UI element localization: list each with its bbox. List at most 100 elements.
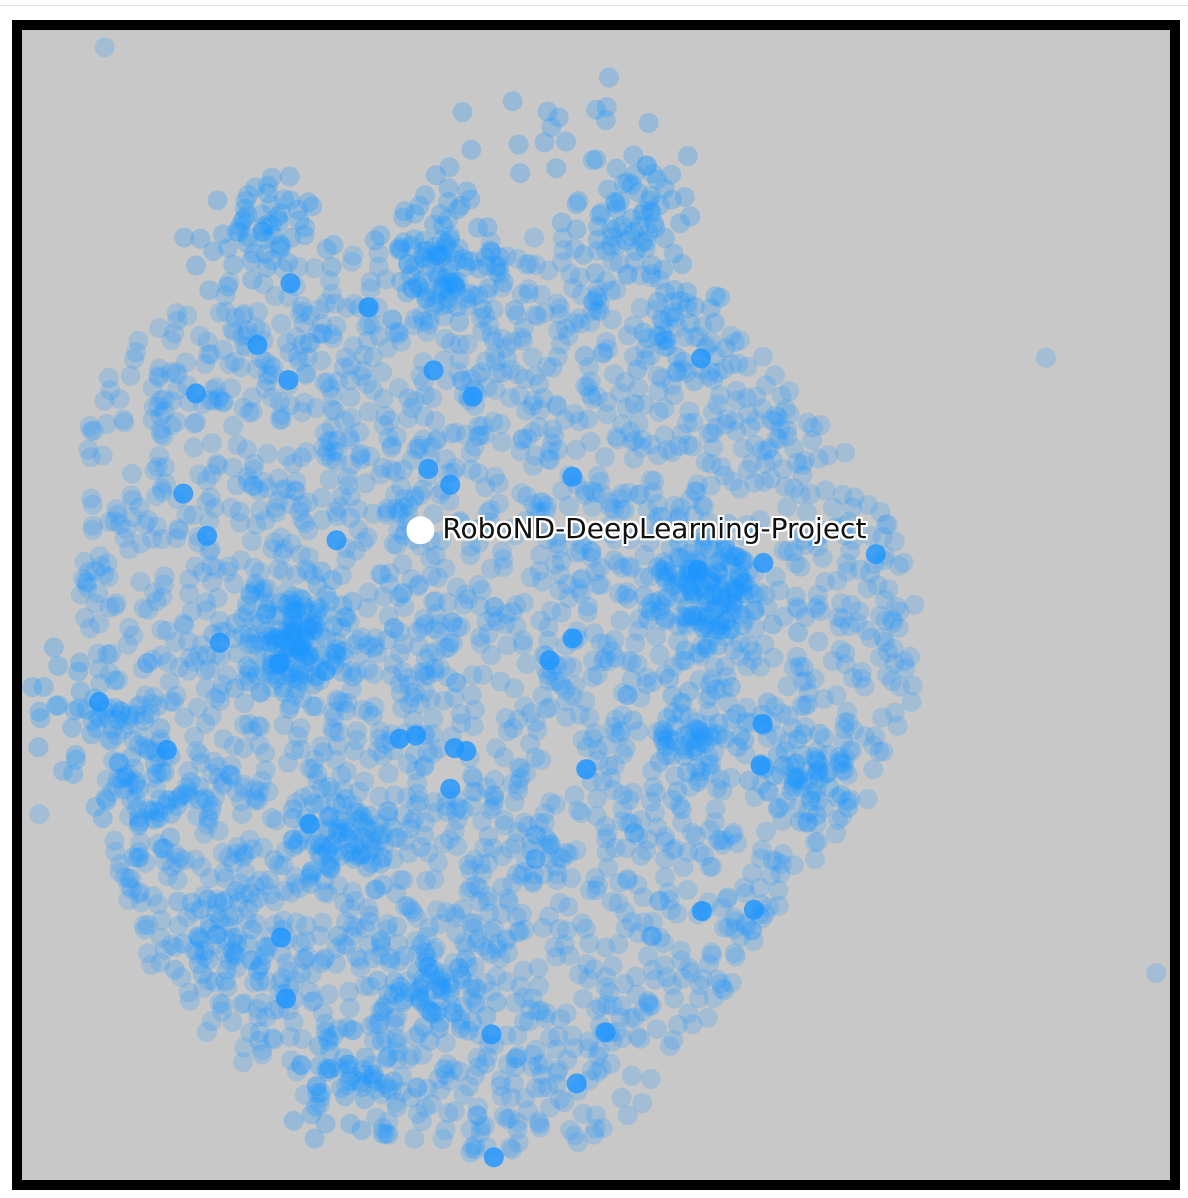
data-point[interactable] — [404, 744, 425, 765]
data-point[interactable] — [108, 670, 129, 691]
data-point[interactable] — [186, 741, 207, 761]
data-point[interactable] — [235, 844, 256, 865]
data-point[interactable] — [544, 554, 565, 575]
data-point[interactable] — [647, 591, 668, 612]
data-point[interactable] — [505, 833, 526, 854]
data-point[interactable] — [185, 556, 206, 577]
cluster-point[interactable] — [628, 182, 649, 203]
data-point[interactable] — [688, 988, 709, 1009]
cluster-point[interactable] — [160, 827, 181, 848]
data-point[interactable] — [359, 314, 380, 335]
data-point[interactable] — [308, 657, 329, 678]
data-point[interactable] — [119, 868, 140, 889]
data-point[interactable] — [755, 453, 776, 474]
data-point[interactable] — [576, 737, 597, 758]
data-point[interactable] — [327, 644, 348, 665]
data-point[interactable] — [569, 267, 590, 288]
data-point[interactable] — [628, 620, 649, 641]
cluster-point[interactable] — [321, 256, 342, 277]
data-point[interactable] — [273, 855, 294, 876]
data-point[interactable] — [444, 738, 465, 759]
data-point[interactable] — [777, 496, 798, 517]
data-point[interactable] — [188, 645, 209, 665]
cluster-point[interactable] — [800, 790, 821, 811]
data-point[interactable] — [768, 429, 789, 450]
data-point[interactable] — [272, 968, 293, 989]
data-point[interactable] — [105, 841, 126, 862]
data-point[interactable] — [364, 838, 385, 859]
data-point[interactable] — [579, 707, 600, 728]
data-point[interactable] — [350, 957, 371, 978]
data-point[interactable] — [105, 596, 126, 617]
data-point[interactable] — [202, 433, 222, 454]
data-point[interactable] — [595, 447, 615, 467]
data-point[interactable] — [363, 503, 384, 524]
data-point[interactable] — [856, 620, 877, 641]
data-point[interactable] — [677, 880, 698, 900]
data-point[interactable] — [587, 285, 608, 306]
data-point[interactable] — [546, 946, 567, 967]
data-point[interactable] — [802, 417, 823, 438]
cluster-point[interactable] — [63, 763, 84, 784]
data-point[interactable] — [525, 445, 546, 466]
data-point[interactable] — [468, 532, 489, 553]
data-point[interactable] — [341, 679, 362, 700]
cluster-point[interactable] — [666, 362, 687, 383]
data-point[interactable] — [386, 883, 407, 904]
data-point[interactable] — [465, 782, 486, 802]
data-point[interactable] — [689, 767, 710, 788]
data-point[interactable] — [576, 525, 597, 546]
data-point[interactable] — [413, 311, 434, 332]
data-point[interactable] — [272, 544, 293, 565]
data-point[interactable] — [477, 502, 498, 523]
data-point[interactable] — [329, 496, 350, 517]
data-point[interactable] — [432, 980, 452, 1001]
data-point[interactable] — [183, 437, 204, 458]
data-point[interactable] — [735, 744, 756, 765]
data-point[interactable] — [80, 618, 100, 639]
data-point[interactable] — [280, 395, 300, 416]
data-point[interactable] — [328, 722, 349, 743]
data-point[interactable] — [424, 662, 445, 683]
data-point[interactable] — [605, 647, 626, 668]
data-point[interactable] — [742, 641, 763, 662]
data-point[interactable] — [223, 940, 244, 961]
data-point[interactable] — [284, 970, 305, 991]
data-point[interactable] — [530, 399, 551, 420]
data-point[interactable] — [546, 1039, 567, 1060]
data-point[interactable] — [832, 484, 853, 505]
data-point[interactable] — [435, 1120, 456, 1140]
data-point[interactable] — [147, 457, 168, 477]
data-point[interactable] — [368, 1014, 389, 1035]
cluster-point[interactable] — [223, 927, 243, 948]
data-point[interactable] — [596, 241, 617, 261]
data-point[interactable] — [412, 479, 433, 500]
data-point[interactable] — [424, 869, 445, 890]
data-point[interactable] — [150, 406, 171, 426]
cluster-point[interactable] — [304, 1128, 325, 1149]
data-point[interactable] — [608, 893, 629, 914]
data-point[interactable] — [579, 1031, 599, 1052]
data-point[interactable] — [556, 1003, 577, 1024]
data-point[interactable] — [785, 586, 806, 607]
data-point[interactable] — [74, 607, 95, 628]
data-point[interactable] — [714, 829, 735, 850]
data-point[interactable] — [409, 574, 430, 595]
data-point[interactable] — [692, 968, 713, 989]
data-point[interactable] — [617, 582, 638, 603]
data-point[interactable] — [372, 745, 393, 766]
data-point[interactable] — [119, 539, 140, 560]
data-point[interactable] — [596, 842, 617, 863]
data-point[interactable] — [436, 267, 457, 288]
data-point[interactable] — [359, 748, 380, 769]
data-point[interactable] — [579, 356, 600, 377]
data-point[interactable] — [677, 298, 697, 319]
data-point[interactable] — [563, 278, 583, 298]
data-point[interactable] — [219, 354, 240, 375]
data-point[interactable] — [540, 834, 561, 855]
data-point[interactable] — [662, 291, 683, 312]
data-point[interactable] — [525, 849, 546, 870]
data-point[interactable] — [427, 428, 448, 449]
data-point[interactable] — [204, 972, 225, 993]
data-point[interactable] — [724, 943, 745, 964]
